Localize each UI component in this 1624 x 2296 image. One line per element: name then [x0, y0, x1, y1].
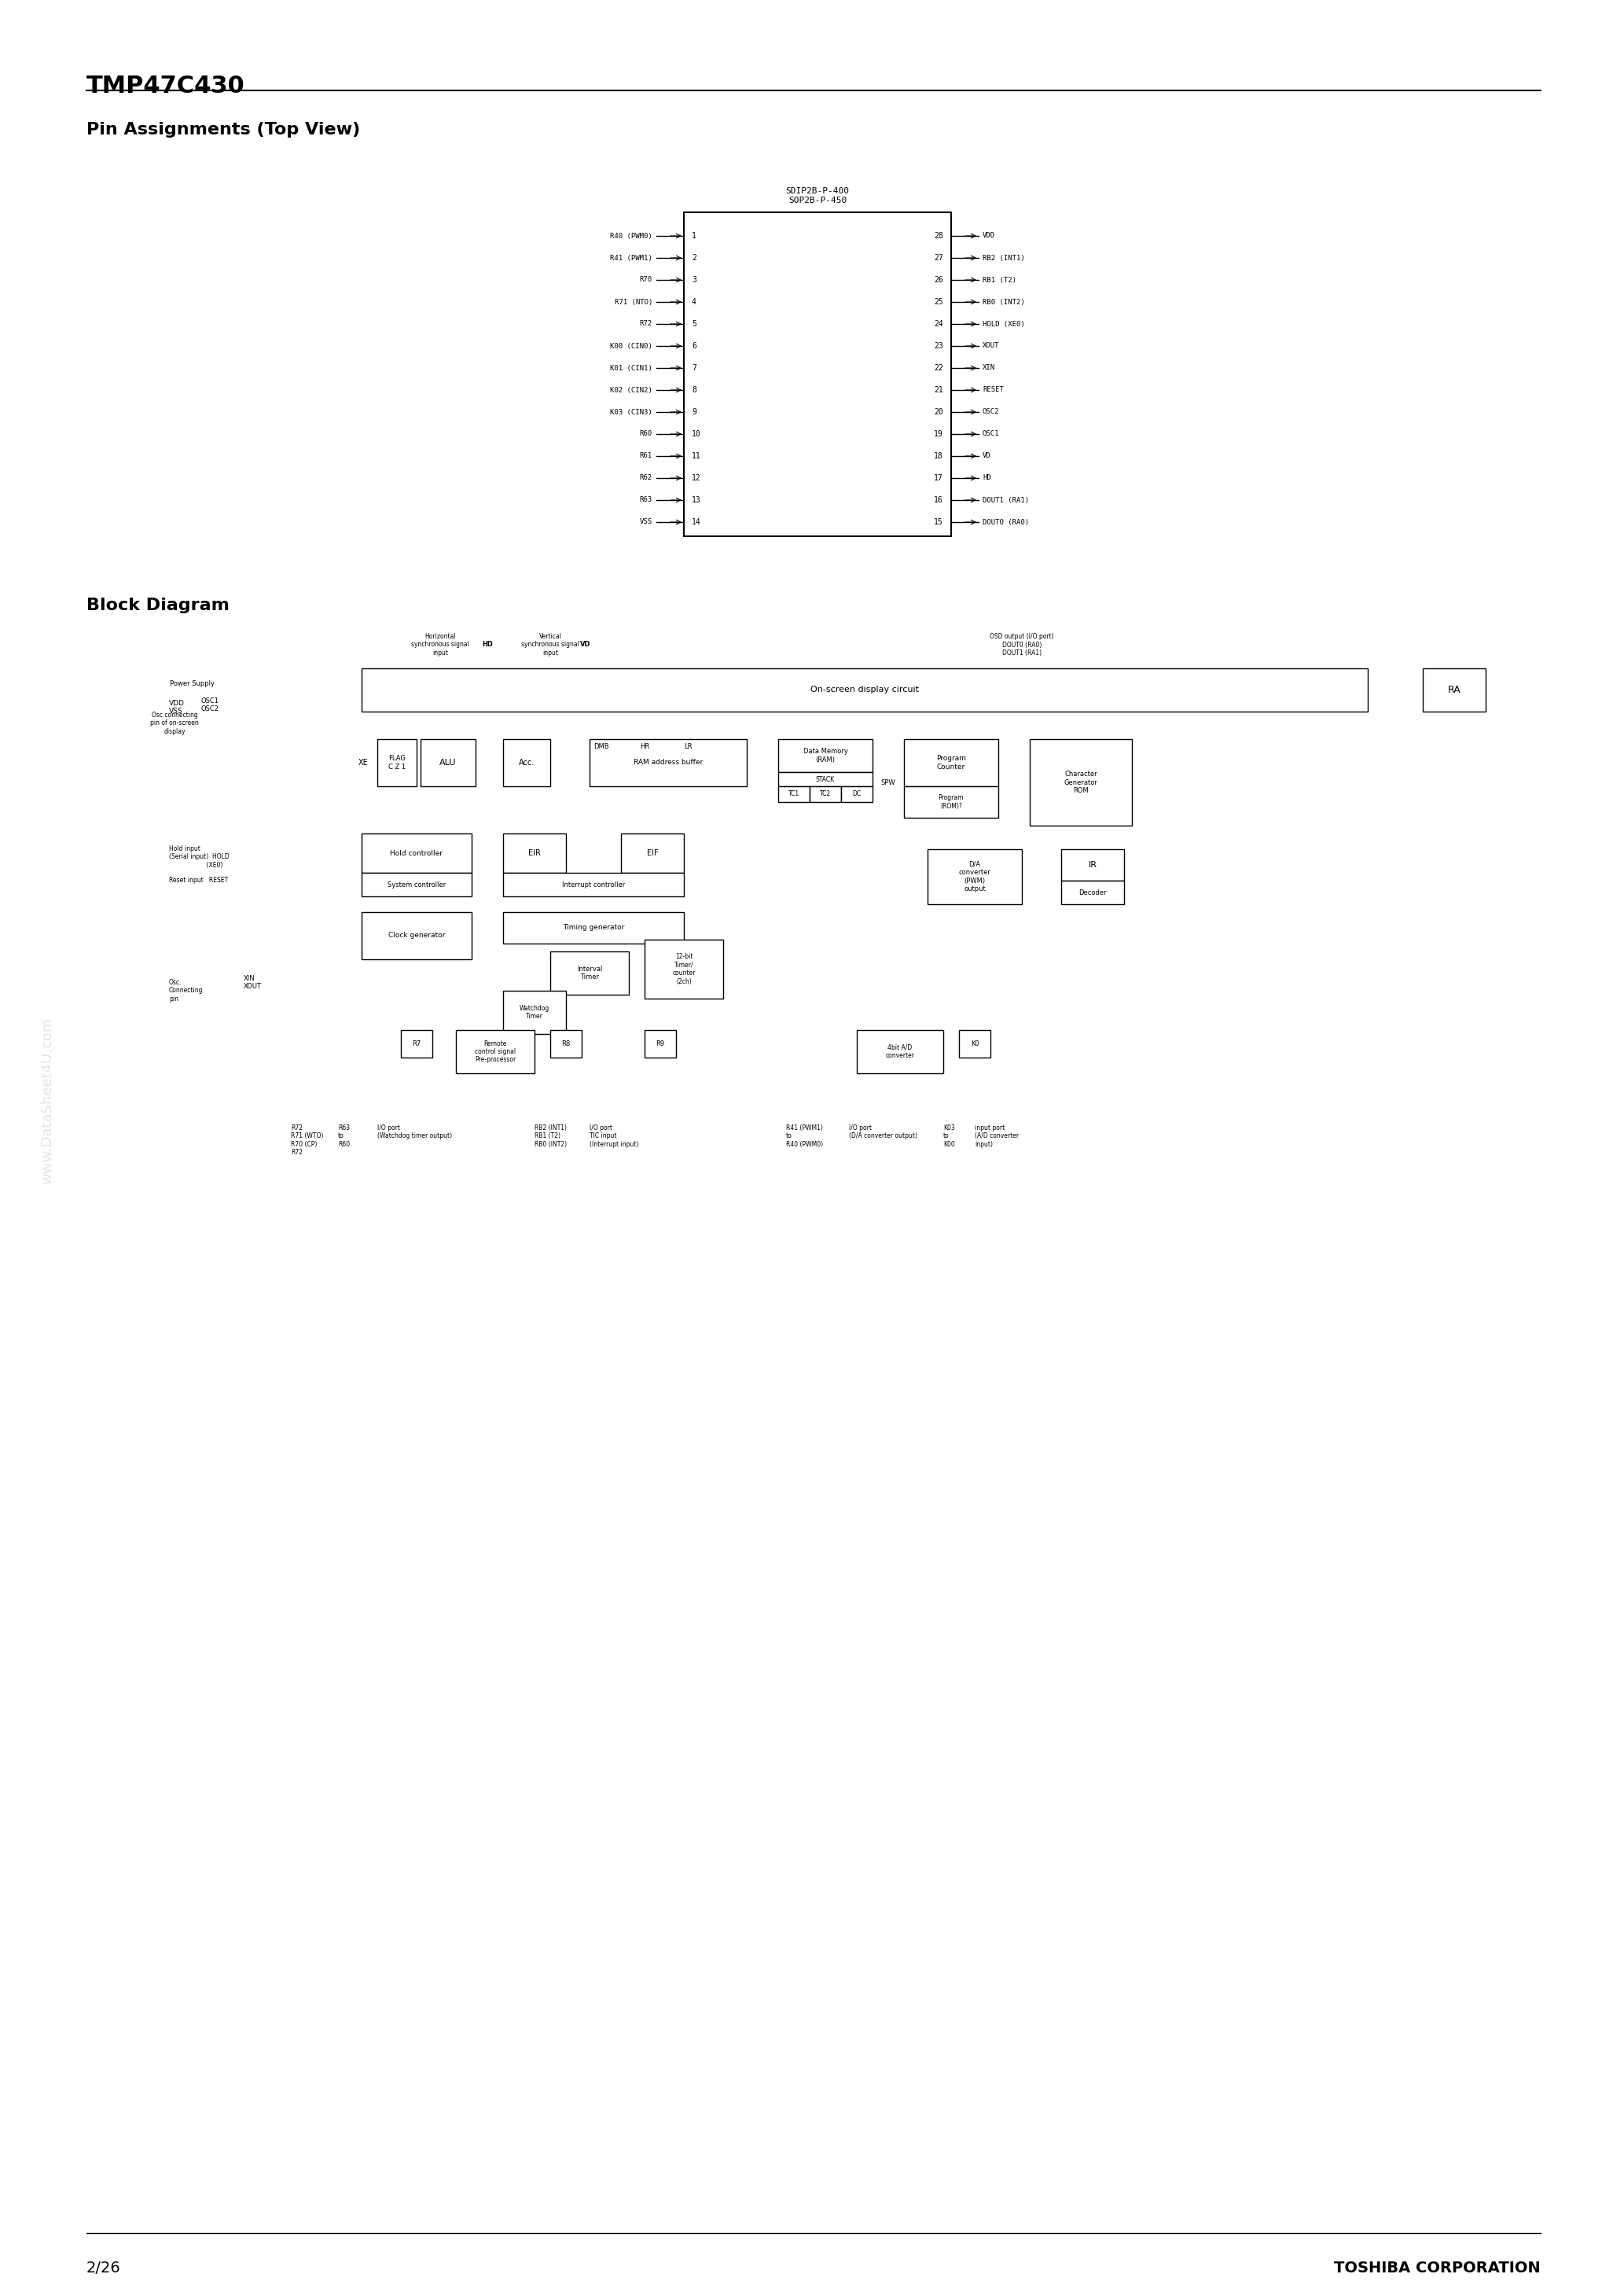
Text: R63
to
R60: R63 to R60 — [338, 1125, 349, 1148]
Text: Character
Generator
ROM: Character Generator ROM — [1064, 771, 1098, 794]
Text: Horizontal
synchronous signal
input: Horizontal synchronous signal input — [411, 634, 469, 657]
Text: 4: 4 — [692, 298, 697, 305]
Text: K01 (CIN1): K01 (CIN1) — [611, 365, 653, 372]
Text: R41 (PWM1)
to
R40 (PWM0): R41 (PWM1) to R40 (PWM0) — [786, 1125, 823, 1148]
Text: TOSHIBA CORPORATION: TOSHIBA CORPORATION — [1335, 2262, 1541, 2275]
Text: 22: 22 — [934, 365, 944, 372]
Text: 27: 27 — [934, 255, 944, 262]
Text: DMB: DMB — [594, 744, 609, 751]
Text: 11: 11 — [692, 452, 702, 459]
Text: 5: 5 — [692, 319, 697, 328]
Text: 15: 15 — [934, 519, 944, 526]
Text: 2/26: 2/26 — [86, 2262, 120, 2275]
Text: R61: R61 — [640, 452, 653, 459]
Text: OSC1
OSC2: OSC1 OSC2 — [200, 698, 219, 712]
Text: RA: RA — [1447, 684, 1462, 696]
Text: RB2 (INT1): RB2 (INT1) — [983, 255, 1025, 262]
Bar — [905, 785, 999, 817]
Text: 19: 19 — [934, 429, 944, 439]
Text: DC: DC — [853, 790, 861, 797]
Text: VD: VD — [580, 641, 591, 647]
Text: 7: 7 — [692, 365, 697, 372]
Text: R72: R72 — [640, 321, 653, 328]
Bar — [503, 992, 565, 1033]
Bar — [778, 739, 872, 771]
Text: RAM address buffer: RAM address buffer — [633, 760, 703, 767]
Text: K03 (CIN3): K03 (CIN3) — [611, 409, 653, 416]
Text: R40 (PWM0): R40 (PWM0) — [611, 232, 653, 239]
Bar — [503, 739, 551, 785]
Bar — [456, 1031, 534, 1072]
Text: EIF: EIF — [646, 850, 658, 856]
Text: IR: IR — [1088, 861, 1096, 868]
Text: 3: 3 — [692, 276, 697, 285]
Text: VDD: VDD — [983, 232, 996, 239]
Text: HD: HD — [983, 475, 991, 482]
Bar — [778, 771, 872, 785]
Text: DOUT0 (RA0): DOUT0 (RA0) — [983, 519, 1030, 526]
Text: 23: 23 — [934, 342, 944, 349]
Text: OSC1: OSC1 — [983, 432, 999, 439]
Text: XIN: XIN — [983, 365, 996, 372]
Text: I/O port
(D/A converter output): I/O port (D/A converter output) — [849, 1125, 918, 1139]
Text: HOLD (XE0): HOLD (XE0) — [983, 321, 1025, 328]
Text: TMP47C430: TMP47C430 — [86, 76, 245, 96]
Text: R60: R60 — [640, 432, 653, 439]
Text: Program
Counter: Program Counter — [935, 755, 966, 771]
Text: K03
to
K00: K03 to K00 — [944, 1125, 955, 1148]
Text: 24: 24 — [934, 319, 944, 328]
Text: 13: 13 — [692, 496, 702, 505]
Text: 25: 25 — [934, 298, 944, 305]
Text: Timing generator: Timing generator — [562, 925, 624, 932]
Bar — [857, 1031, 944, 1072]
Text: VDD
VSS: VDD VSS — [169, 700, 185, 714]
Text: 16: 16 — [934, 496, 944, 505]
Text: 18: 18 — [934, 452, 944, 459]
Text: Osc.
Connecting
pin: Osc. Connecting pin — [169, 978, 203, 1003]
Text: Pin Assignments (Top View): Pin Assignments (Top View) — [86, 122, 361, 138]
Text: R7: R7 — [412, 1040, 421, 1047]
Bar — [421, 739, 476, 785]
Bar — [645, 939, 723, 999]
Text: TC2: TC2 — [820, 790, 831, 797]
Bar — [1060, 850, 1124, 882]
Bar — [620, 833, 684, 872]
Text: K00 (CIN0): K00 (CIN0) — [611, 342, 653, 349]
Text: Block Diagram: Block Diagram — [86, 597, 229, 613]
Text: ALU: ALU — [440, 758, 456, 767]
Text: Watchdog
Timer: Watchdog Timer — [520, 1006, 549, 1019]
Text: R9: R9 — [656, 1040, 664, 1047]
Text: Remote
control signal
Pre-processor: Remote control signal Pre-processor — [474, 1040, 516, 1063]
Text: OSC2: OSC2 — [983, 409, 999, 416]
Text: XE: XE — [359, 758, 369, 767]
Text: R71 (NTO): R71 (NTO) — [614, 298, 653, 305]
Bar — [1060, 882, 1124, 905]
Text: Clock generator: Clock generator — [388, 932, 445, 939]
Text: 1: 1 — [692, 232, 697, 239]
Text: K0: K0 — [971, 1040, 979, 1047]
Text: 8: 8 — [692, 386, 697, 395]
Bar — [927, 850, 1021, 905]
Text: R62: R62 — [640, 475, 653, 482]
Text: TC1: TC1 — [788, 790, 799, 797]
Text: 10: 10 — [692, 429, 702, 439]
Text: 6: 6 — [692, 342, 697, 349]
Bar — [503, 912, 684, 944]
Text: RB1 (T2): RB1 (T2) — [983, 276, 1017, 282]
Text: Interval
Timer: Interval Timer — [577, 964, 603, 980]
Text: Power Supply: Power Supply — [171, 680, 214, 687]
Bar — [590, 739, 747, 785]
Text: VD: VD — [983, 452, 991, 459]
Text: On-screen display circuit: On-screen display circuit — [810, 687, 919, 693]
Text: 2: 2 — [692, 255, 697, 262]
Text: XOUT: XOUT — [983, 342, 999, 349]
Bar — [778, 785, 810, 801]
Text: XIN
XOUT: XIN XOUT — [244, 976, 261, 990]
Bar — [1030, 739, 1132, 827]
Bar — [377, 739, 417, 785]
Text: R41 (PWM1): R41 (PWM1) — [611, 255, 653, 262]
Text: SPW: SPW — [880, 778, 895, 785]
Bar — [905, 739, 999, 785]
Bar — [841, 785, 872, 801]
Text: Program
(ROM)?: Program (ROM)? — [939, 794, 965, 810]
